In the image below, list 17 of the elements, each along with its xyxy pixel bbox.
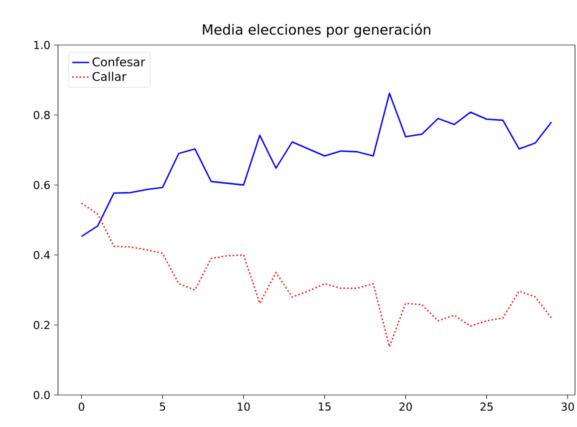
x-tick-label: 5 [160, 402, 166, 411]
legend-label: Confesar [92, 57, 146, 66]
chart-title: Media elecciones por generación [202, 23, 430, 38]
y-tick-label: 0.8 [34, 110, 50, 120]
x-tick-label: 10 [238, 402, 250, 411]
legend-label: Callar [92, 72, 126, 81]
y-tick-label: 0.0 [34, 390, 50, 400]
y-tick-label: 1.0 [34, 40, 50, 50]
y-tick-label: 0.2 [34, 320, 50, 330]
x-tick-label: 15 [318, 402, 331, 411]
x-tick-label: 0 [78, 402, 84, 411]
line-series [80, 202, 552, 348]
x-tick-label: 30 [562, 402, 574, 411]
x-tick-label: 25 [480, 402, 493, 411]
y-tick-label: 0.4 [34, 250, 50, 260]
x-tick-label: 20 [399, 402, 412, 411]
y-tick-label: 0.6 [34, 180, 50, 190]
